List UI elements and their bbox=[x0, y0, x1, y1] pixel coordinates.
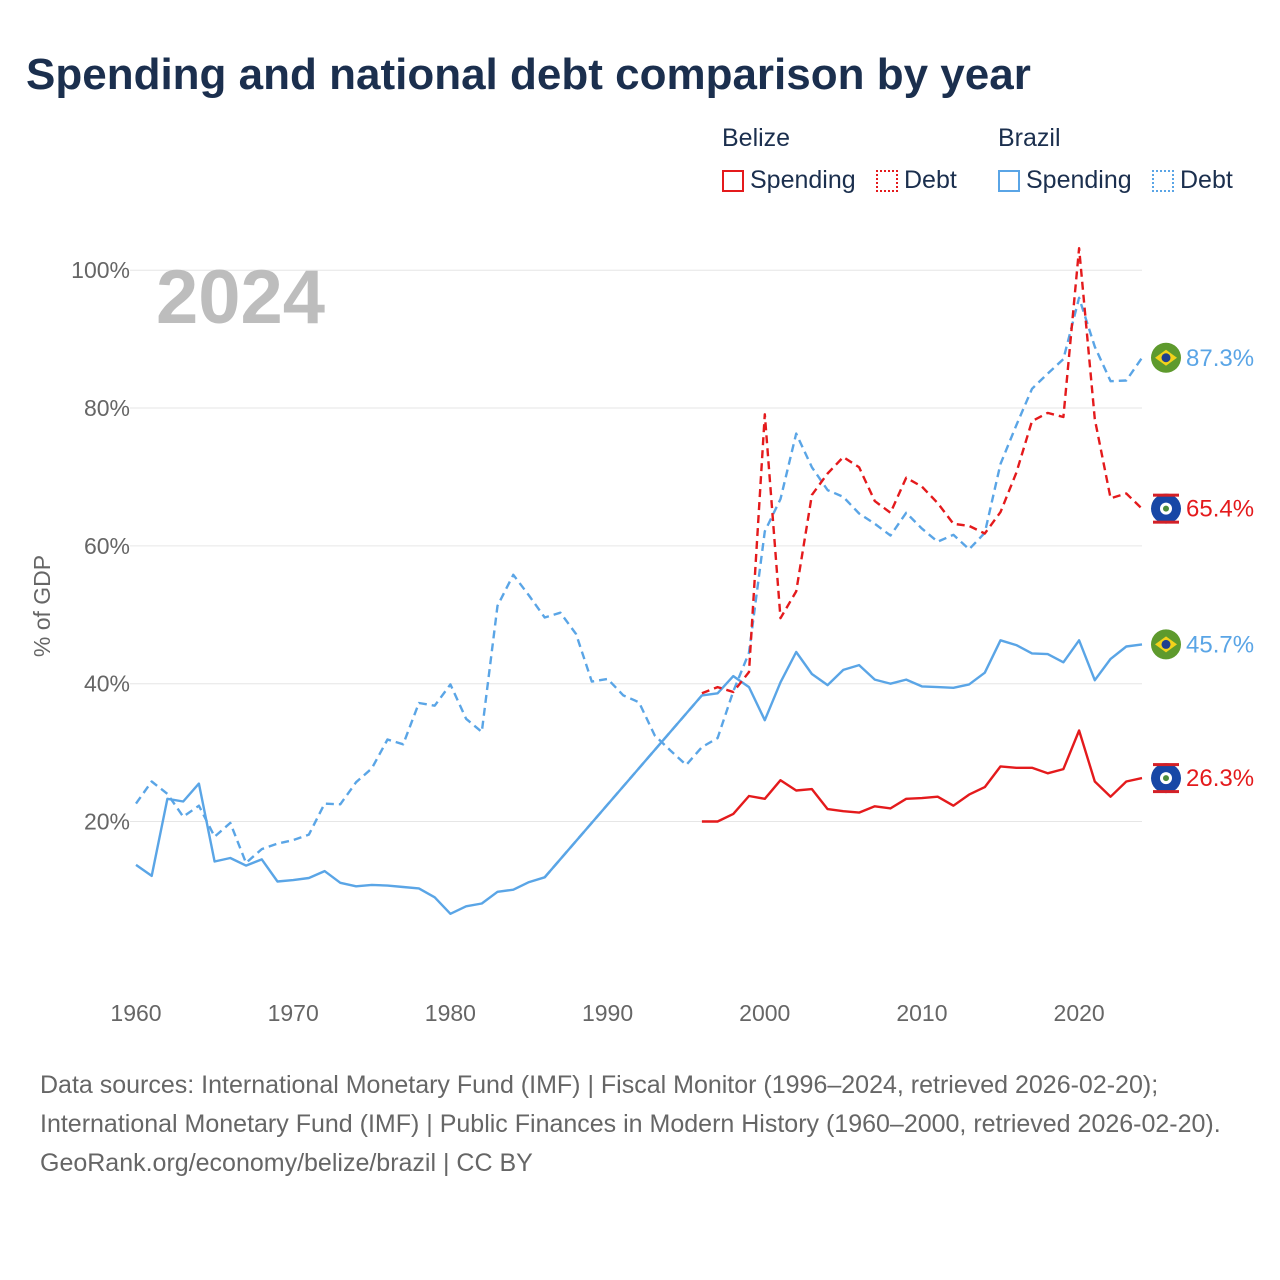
legend-belize-spending[interactable]: Spending bbox=[722, 166, 856, 195]
belize-flag-stripe bbox=[1153, 520, 1179, 524]
belize-flag-stripe bbox=[1153, 493, 1179, 497]
end-value-label: 65.4% bbox=[1186, 496, 1254, 523]
brazil-debt-line bbox=[135, 296, 1143, 865]
solid-line-swatch-icon bbox=[998, 169, 1020, 192]
credit-line[interactable]: GeoRank.org/economy/belize/brazil | CC B… bbox=[40, 1149, 533, 1177]
y-tick-label: 100% bbox=[71, 257, 130, 283]
brazil-flag-globe bbox=[1161, 639, 1171, 649]
end-value-label: 87.3% bbox=[1186, 345, 1254, 372]
belize-flag-emblem-center bbox=[1163, 505, 1169, 512]
x-tick-label: 2010 bbox=[896, 1000, 947, 1026]
line-chart: 20% 40% 60% 80% 100% 1960 1970 1980 1990 2000 2010… bbox=[29, 246, 1254, 1026]
legend-brazil: Brazil Spending Debt bbox=[998, 124, 1258, 204]
end-value-label: 26.3% bbox=[1186, 765, 1254, 792]
chart-title: Spending and national debt comparison by… bbox=[26, 50, 1031, 99]
legend-brazil-debt[interactable]: Debt bbox=[1152, 166, 1233, 195]
legend-brazil-spending[interactable]: Spending bbox=[998, 166, 1132, 195]
legend-belize-spending-label: Spending bbox=[750, 166, 856, 194]
belize-flag-emblem-center bbox=[1163, 775, 1169, 782]
footer: Data sources: International Monetary Fun… bbox=[40, 1066, 1240, 1183]
x-tick-label: 2020 bbox=[1054, 1000, 1105, 1026]
x-tick-label: 1980 bbox=[425, 1000, 476, 1026]
brazil-spending-line bbox=[135, 639, 1143, 915]
brazil-flag-globe bbox=[1161, 353, 1171, 363]
y-axis-label: % of GDP bbox=[29, 555, 55, 657]
dotted-line-swatch-icon bbox=[1152, 169, 1174, 192]
y-tick-label: 60% bbox=[84, 533, 130, 559]
x-tick-label: 1960 bbox=[110, 1000, 161, 1026]
solid-line-swatch-icon bbox=[722, 169, 744, 192]
legend-brazil-debt-label: Debt bbox=[1180, 166, 1233, 194]
year-label: 2024 bbox=[156, 255, 325, 340]
brazil-spending-gap-line bbox=[543, 694, 703, 879]
legend-brazil-name: Brazil bbox=[998, 124, 1061, 152]
legend-brazil-spending-label: Spending bbox=[1026, 166, 1132, 194]
belize-spending-line bbox=[701, 729, 1143, 823]
y-tick-label: 40% bbox=[84, 671, 130, 697]
data-sources: Data sources: International Monetary Fun… bbox=[40, 1071, 1221, 1138]
legend-belize-debt[interactable]: Debt bbox=[876, 166, 957, 195]
x-tick-label: 1970 bbox=[268, 1000, 319, 1026]
legend-belize-debt-label: Debt bbox=[904, 166, 957, 194]
belize-flag-stripe bbox=[1153, 763, 1179, 767]
x-tick-label: 1990 bbox=[582, 1000, 633, 1026]
legend-belize: Belize Spending Debt bbox=[722, 124, 982, 204]
y-tick-label: 20% bbox=[84, 809, 130, 835]
belize-flag-stripe bbox=[1153, 790, 1179, 794]
x-tick-label: 2000 bbox=[739, 1000, 790, 1026]
dotted-line-swatch-icon bbox=[876, 169, 898, 192]
y-tick-label: 80% bbox=[84, 395, 130, 421]
belize-debt-line bbox=[701, 246, 1143, 695]
end-value-label: 45.7% bbox=[1186, 631, 1254, 658]
legend-belize-name: Belize bbox=[722, 124, 791, 152]
